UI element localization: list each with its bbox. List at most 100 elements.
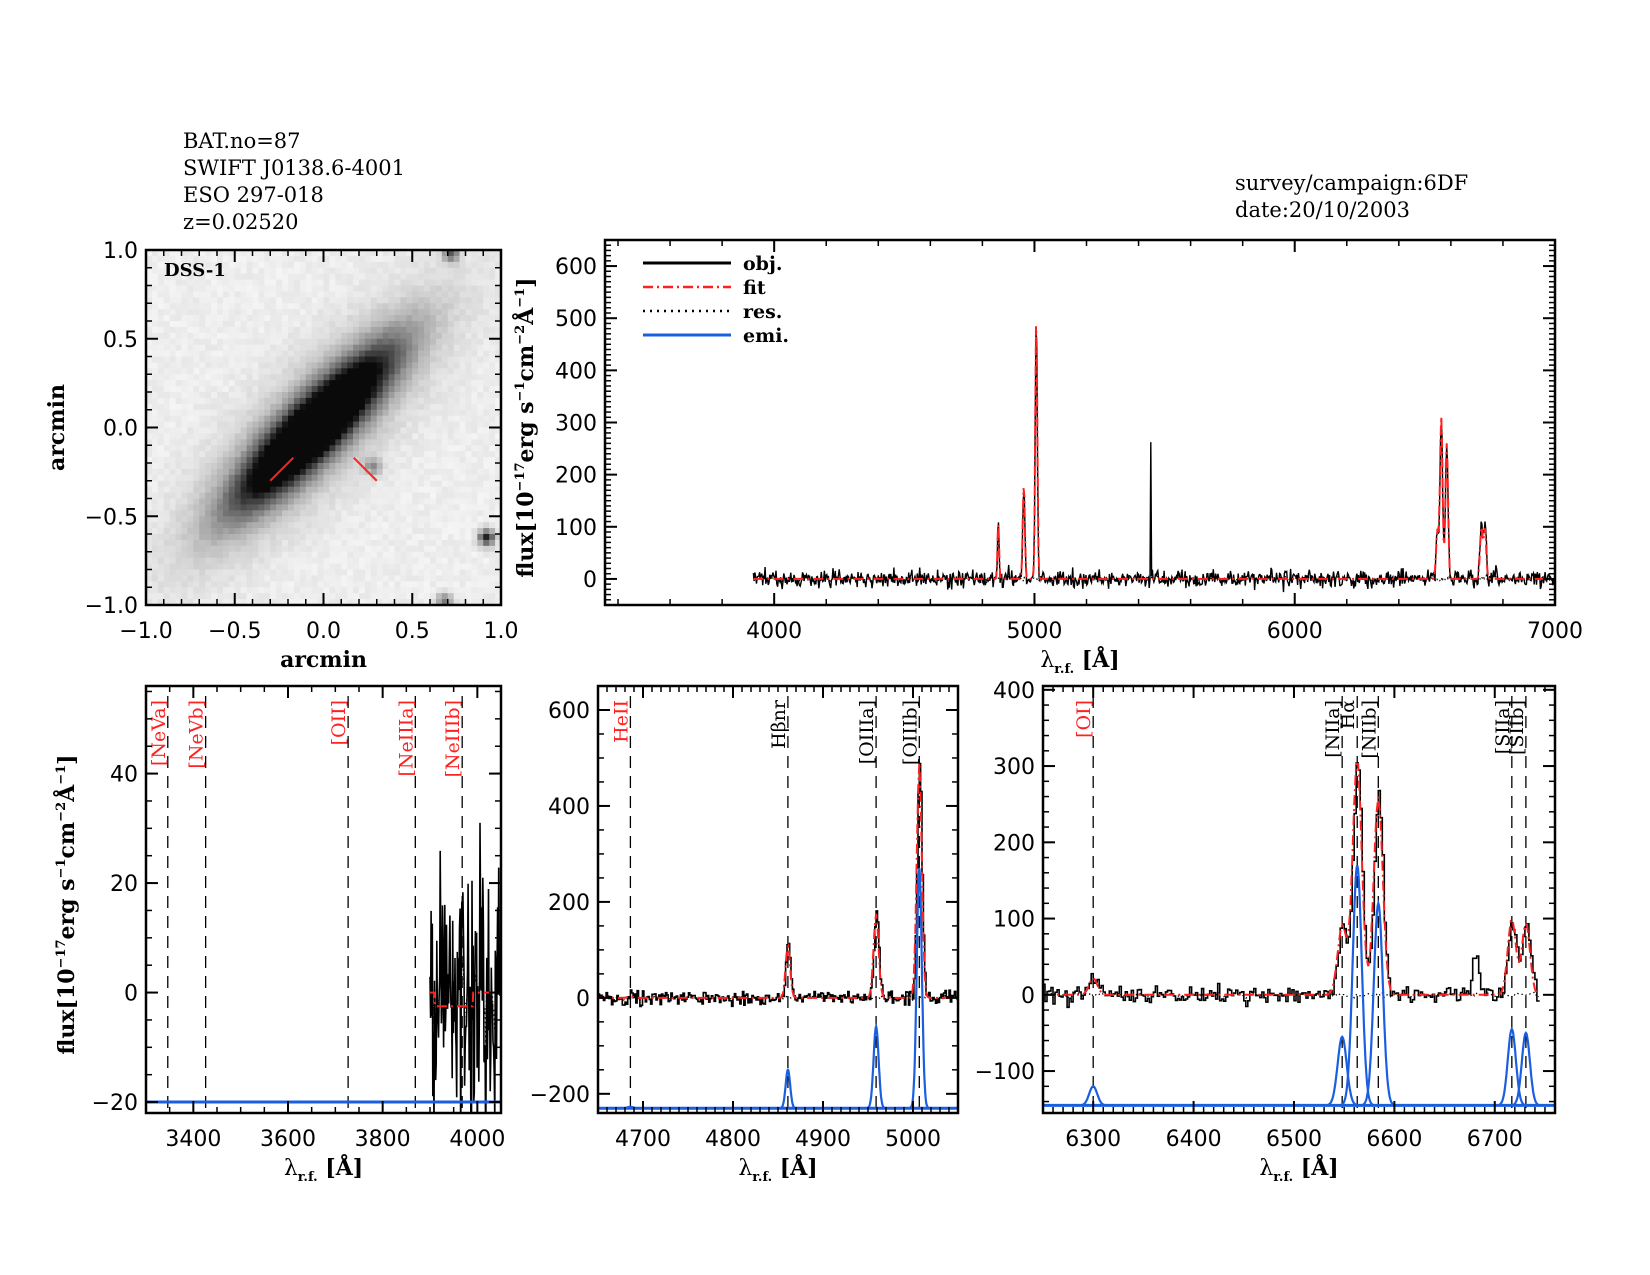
image-pixel bbox=[246, 433, 253, 440]
image-pixel bbox=[406, 350, 413, 357]
image-pixel bbox=[341, 285, 348, 292]
image-pixel bbox=[299, 344, 307, 351]
image-pixel bbox=[240, 516, 247, 523]
x-tick-label: 4700 bbox=[615, 1127, 671, 1152]
image-pixel bbox=[418, 593, 425, 600]
image-pixel bbox=[276, 421, 283, 428]
image-pixel bbox=[447, 445, 455, 452]
image-pixel bbox=[181, 433, 188, 440]
image-pixel bbox=[222, 415, 230, 422]
image-pixel bbox=[418, 557, 425, 564]
image-pixel bbox=[359, 386, 366, 393]
image-pixel bbox=[418, 474, 425, 482]
image-pixel bbox=[424, 457, 431, 464]
image-pixel bbox=[459, 303, 466, 310]
image-pixel bbox=[146, 593, 153, 600]
image-pixel bbox=[388, 332, 395, 340]
image-pixel bbox=[317, 267, 324, 275]
image-pixel bbox=[394, 492, 401, 499]
image-pixel bbox=[359, 433, 366, 440]
image-pixel bbox=[364, 528, 372, 535]
image-pixel bbox=[146, 563, 153, 570]
image-pixel bbox=[459, 516, 466, 523]
image-pixel bbox=[359, 510, 366, 517]
image-pixel bbox=[288, 492, 295, 499]
image-pixel bbox=[305, 593, 313, 600]
image-pixel bbox=[317, 332, 324, 340]
image-pixel bbox=[459, 250, 466, 257]
image-pixel bbox=[459, 362, 466, 369]
image-pixel bbox=[394, 368, 401, 375]
image-pixel bbox=[246, 575, 253, 582]
image-pixel bbox=[418, 427, 425, 434]
image-pixel bbox=[222, 557, 230, 564]
image-pixel bbox=[489, 350, 496, 357]
image-pixel bbox=[264, 468, 271, 476]
image-pixel bbox=[483, 534, 490, 541]
image-pixel bbox=[305, 255, 313, 263]
image-pixel bbox=[264, 457, 271, 464]
redshift: z=0.02520 bbox=[183, 210, 299, 234]
image-pixel bbox=[347, 593, 354, 600]
image-pixel bbox=[222, 569, 230, 576]
image-pixel bbox=[234, 457, 242, 464]
image-pixel bbox=[388, 338, 395, 346]
image-pixel bbox=[495, 474, 502, 482]
image-pixel bbox=[335, 338, 342, 346]
image-pixel bbox=[329, 291, 336, 298]
image-pixel bbox=[222, 539, 230, 547]
image-pixel bbox=[430, 309, 437, 316]
x-tick-label: −0.5 bbox=[208, 619, 261, 644]
image-pixel bbox=[370, 528, 378, 535]
image-pixel bbox=[228, 599, 236, 606]
image-pixel bbox=[370, 392, 378, 399]
image-pixel bbox=[163, 457, 171, 464]
image-pixel bbox=[199, 563, 206, 570]
image-pixel bbox=[364, 599, 372, 606]
y-tick-label: 0 bbox=[1021, 984, 1035, 1009]
image-pixel bbox=[282, 350, 289, 357]
image-pixel bbox=[430, 344, 437, 351]
image-pixel bbox=[483, 439, 490, 446]
image-pixel bbox=[370, 498, 378, 505]
image-pixel bbox=[412, 534, 419, 541]
image-pixel bbox=[353, 267, 360, 275]
image-pixel bbox=[222, 528, 230, 535]
image-pixel bbox=[282, 593, 289, 600]
image-pixel bbox=[453, 480, 460, 488]
image-pixel bbox=[364, 510, 372, 517]
image-pixel bbox=[459, 439, 466, 446]
image-pixel bbox=[187, 545, 194, 553]
image-pixel bbox=[240, 539, 247, 547]
image-pixel bbox=[246, 279, 253, 286]
image-pixel bbox=[199, 587, 206, 594]
image-pixel bbox=[400, 344, 407, 351]
image-pixel bbox=[364, 374, 372, 381]
image-pixel bbox=[323, 581, 330, 588]
image-pixel bbox=[222, 451, 230, 458]
image-pixel bbox=[217, 433, 224, 440]
image-pixel bbox=[471, 321, 478, 328]
image-pixel bbox=[364, 451, 372, 458]
x-tick-label: 5000 bbox=[1006, 619, 1062, 644]
image-pixel bbox=[471, 332, 478, 340]
image-pixel bbox=[347, 468, 354, 476]
image-pixel bbox=[323, 463, 330, 470]
image-pixel bbox=[217, 498, 224, 505]
image-pixel bbox=[441, 279, 449, 286]
image-pixel bbox=[335, 486, 342, 493]
image-pixel bbox=[394, 510, 401, 517]
image-pixel bbox=[370, 551, 378, 559]
image-pixel bbox=[258, 445, 265, 452]
image-pixel bbox=[477, 557, 484, 564]
image-pixel bbox=[430, 374, 437, 381]
image-pixel bbox=[311, 439, 318, 446]
image-pixel bbox=[323, 321, 330, 328]
image-pixel bbox=[347, 273, 354, 280]
image-pixel bbox=[157, 480, 165, 488]
image-pixel bbox=[246, 321, 253, 328]
image-pixel bbox=[430, 539, 437, 547]
image-pixel bbox=[359, 451, 366, 458]
image-pixel bbox=[394, 255, 401, 263]
image-pixel bbox=[400, 427, 407, 434]
